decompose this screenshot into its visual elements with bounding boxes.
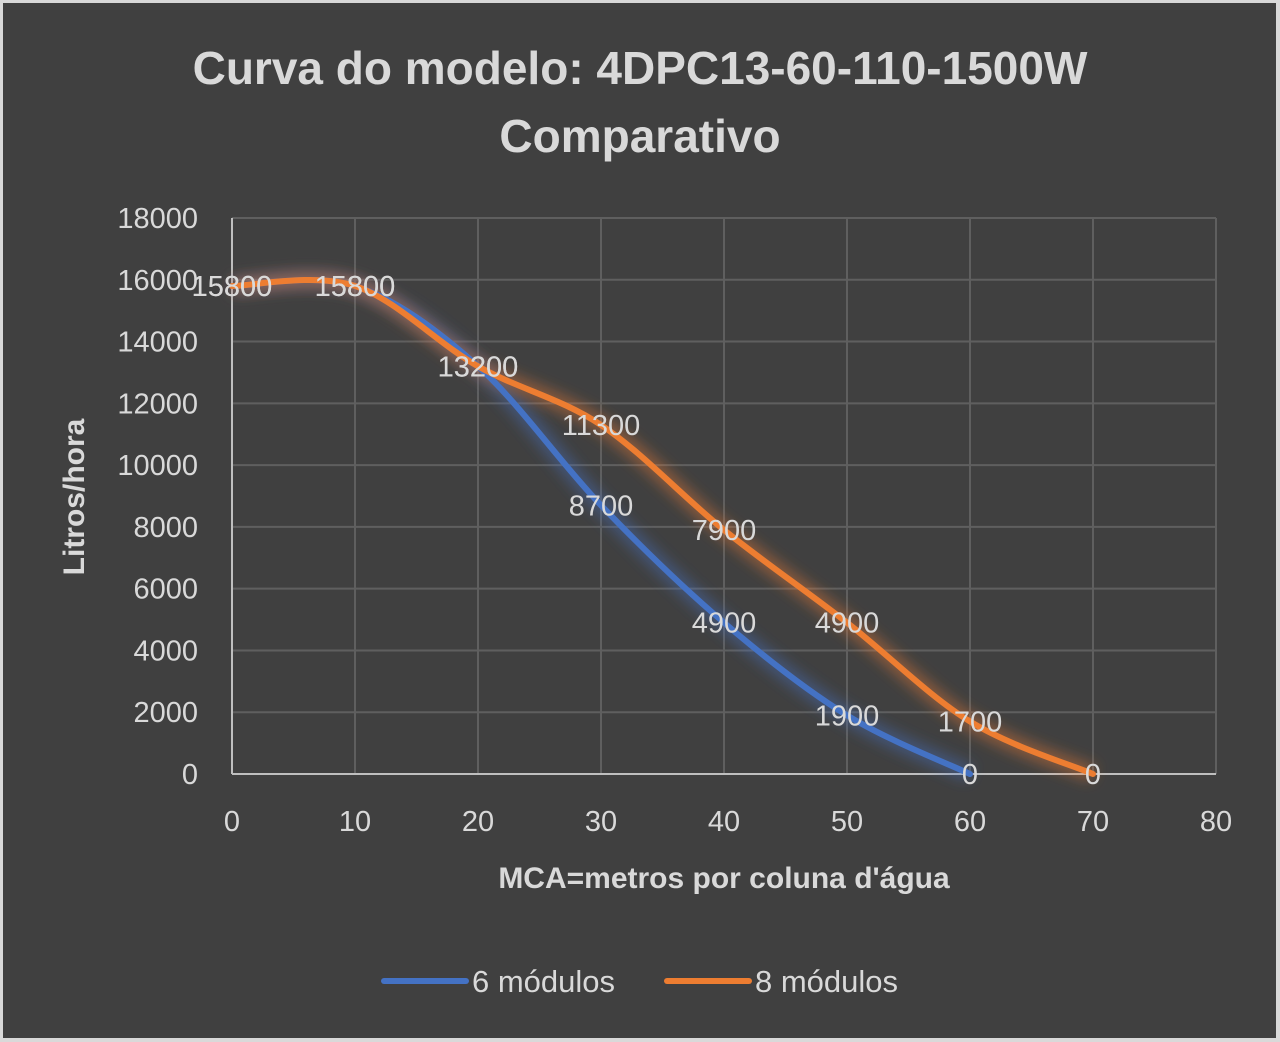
y-axis-ticks: 0 2000 4000 6000 8000 10000 12000 14000 16000 180…: [117, 203, 198, 791]
chart-title: Curva do modelo: 4DPC13-60-110-1500W: [193, 42, 1088, 94]
y-tick-label: 16000: [117, 265, 198, 297]
y-tick-label: 4000: [133, 635, 198, 667]
y-tick-label: 0: [182, 759, 198, 791]
data-label: 4900: [815, 608, 880, 640]
y-tick-label: 6000: [133, 574, 198, 606]
y-tick-label: 12000: [117, 388, 198, 420]
x-tick-label: 60: [954, 806, 986, 838]
y-tick-label: 2000: [133, 697, 198, 729]
data-label: 0: [1085, 759, 1101, 791]
x-tick-label: 40: [708, 806, 740, 838]
x-tick-label: 80: [1200, 806, 1232, 838]
data-label: 11300: [562, 410, 641, 442]
data-label: 15800: [192, 271, 273, 303]
data-label: 4900: [692, 608, 757, 640]
x-tick-label: 30: [585, 806, 617, 838]
data-label: 1700: [938, 706, 1003, 738]
chart-subtitle: Comparativo: [499, 110, 780, 162]
data-label: 13200: [438, 351, 519, 383]
series-line-1: [229, 277, 1096, 777]
data-label: 13200: [438, 351, 519, 383]
y-axis-title: Litros/hora: [58, 418, 91, 575]
data-label: 7900: [692, 515, 757, 547]
series-lines: [229, 277, 1096, 777]
y-tick-label: 18000: [117, 203, 198, 235]
x-tick-label: 70: [1077, 806, 1109, 838]
x-tick-label: 50: [831, 806, 863, 838]
y-tick-label: 8000: [133, 512, 198, 544]
legend: 6 módulos 8 módulos: [381, 964, 898, 999]
x-axis-ticks: 0 10 20 30 40 50 60 70 80: [224, 806, 1232, 838]
x-tick-label: 20: [462, 806, 494, 838]
x-axis-title: MCA=metros por coluna d'água: [498, 862, 950, 895]
legend-label-0: 6 módulos: [472, 964, 615, 999]
data-label: 0: [962, 759, 978, 791]
gridlines: [231, 217, 1217, 775]
data-label: 8700: [569, 490, 634, 522]
legend-label-1: 8 módulos: [755, 964, 898, 999]
data-label: 1900: [815, 700, 880, 732]
data-label: 15800: [315, 271, 396, 303]
x-tick-label: 10: [339, 806, 371, 838]
x-tick-label: 0: [224, 806, 240, 838]
data-label: 15800: [315, 271, 396, 303]
data-label: 15800: [192, 271, 273, 303]
y-tick-label: 14000: [117, 327, 198, 359]
y-tick-label: 10000: [117, 450, 198, 482]
